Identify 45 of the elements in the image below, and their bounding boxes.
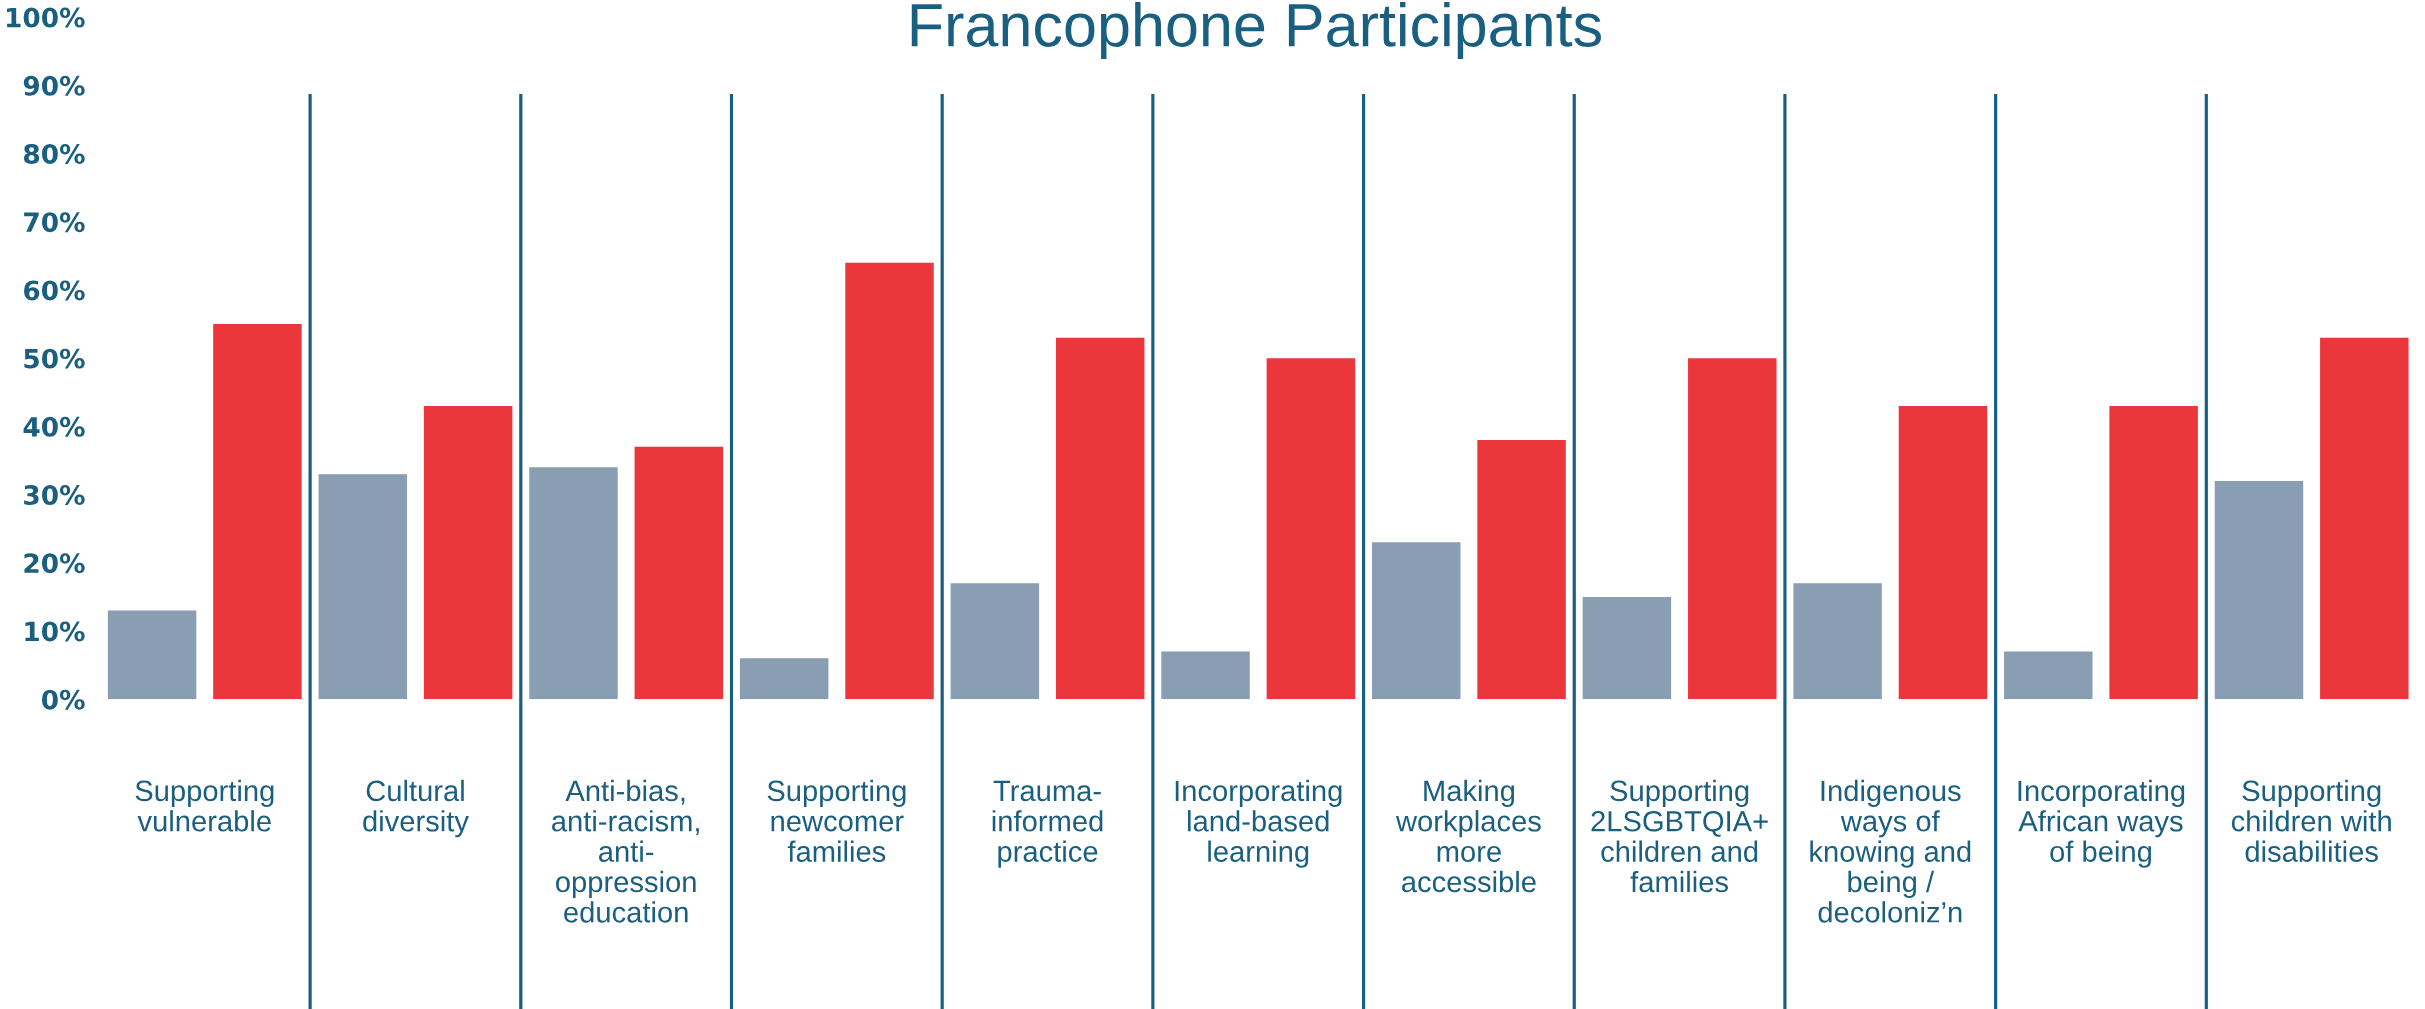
y-tick-label: 30% <box>24 485 85 506</box>
x-tick-label: Indigenous ways of knowing and being / decoloniz’n <box>1810 779 1971 923</box>
y-tick-label: 60% <box>24 280 85 301</box>
y-tick-label: 40% <box>23 416 85 437</box>
x-tick-label: Supporting 2LSGBTQIA+ children and families <box>1591 779 1768 893</box>
x-tick-label: Incorporating land-based learning <box>1175 779 1342 868</box>
bar <box>1371 542 1461 700</box>
bar <box>1793 583 1882 700</box>
bar <box>107 610 197 700</box>
bar <box>318 474 408 700</box>
bar <box>1582 596 1672 700</box>
bar <box>1688 358 1777 700</box>
x-tick-label: Supporting vulnerable <box>135 779 274 832</box>
bar <box>1055 337 1145 700</box>
x-tick-label: Incorporating African ways of being <box>2018 779 2185 868</box>
x-tick-label: Cultural diversity <box>363 779 469 838</box>
bar <box>529 467 618 700</box>
y-tick-label: 10% <box>25 621 85 642</box>
bar <box>950 583 1040 700</box>
y-tick-label: 50% <box>24 348 85 369</box>
bar <box>1266 358 1356 700</box>
x-tick-label: Anti-bias, anti-racism, anti- oppression education <box>552 779 699 923</box>
bar <box>739 658 829 700</box>
bar <box>1161 651 1250 700</box>
x-tick-label: Supporting children with disabilities <box>2231 779 2391 862</box>
bar <box>1477 440 1566 700</box>
y-tick-label: 70% <box>24 212 85 233</box>
y-tick-label: 80% <box>23 144 85 164</box>
chart-title: Francophone Participants <box>911 2 1601 59</box>
bar <box>2320 337 2409 700</box>
x-tick-label: Making workplaces more accessible <box>1395 779 1541 893</box>
bar <box>2214 480 2304 700</box>
y-tick-label: 0% <box>41 689 85 710</box>
y-tick-label: 90% <box>23 75 85 96</box>
y-tick-label: 20% <box>24 553 85 574</box>
x-tick-label: Supporting newcomer families <box>767 779 906 862</box>
bar <box>1898 405 1988 700</box>
x-tick-label: Trauma- informed practice <box>992 780 1103 868</box>
bar <box>845 262 934 700</box>
y-tick-label: 100% <box>6 7 85 28</box>
bar <box>2004 651 2093 700</box>
bar <box>634 446 724 700</box>
bar <box>213 324 302 700</box>
bar <box>423 405 513 700</box>
bar <box>2109 405 2198 700</box>
